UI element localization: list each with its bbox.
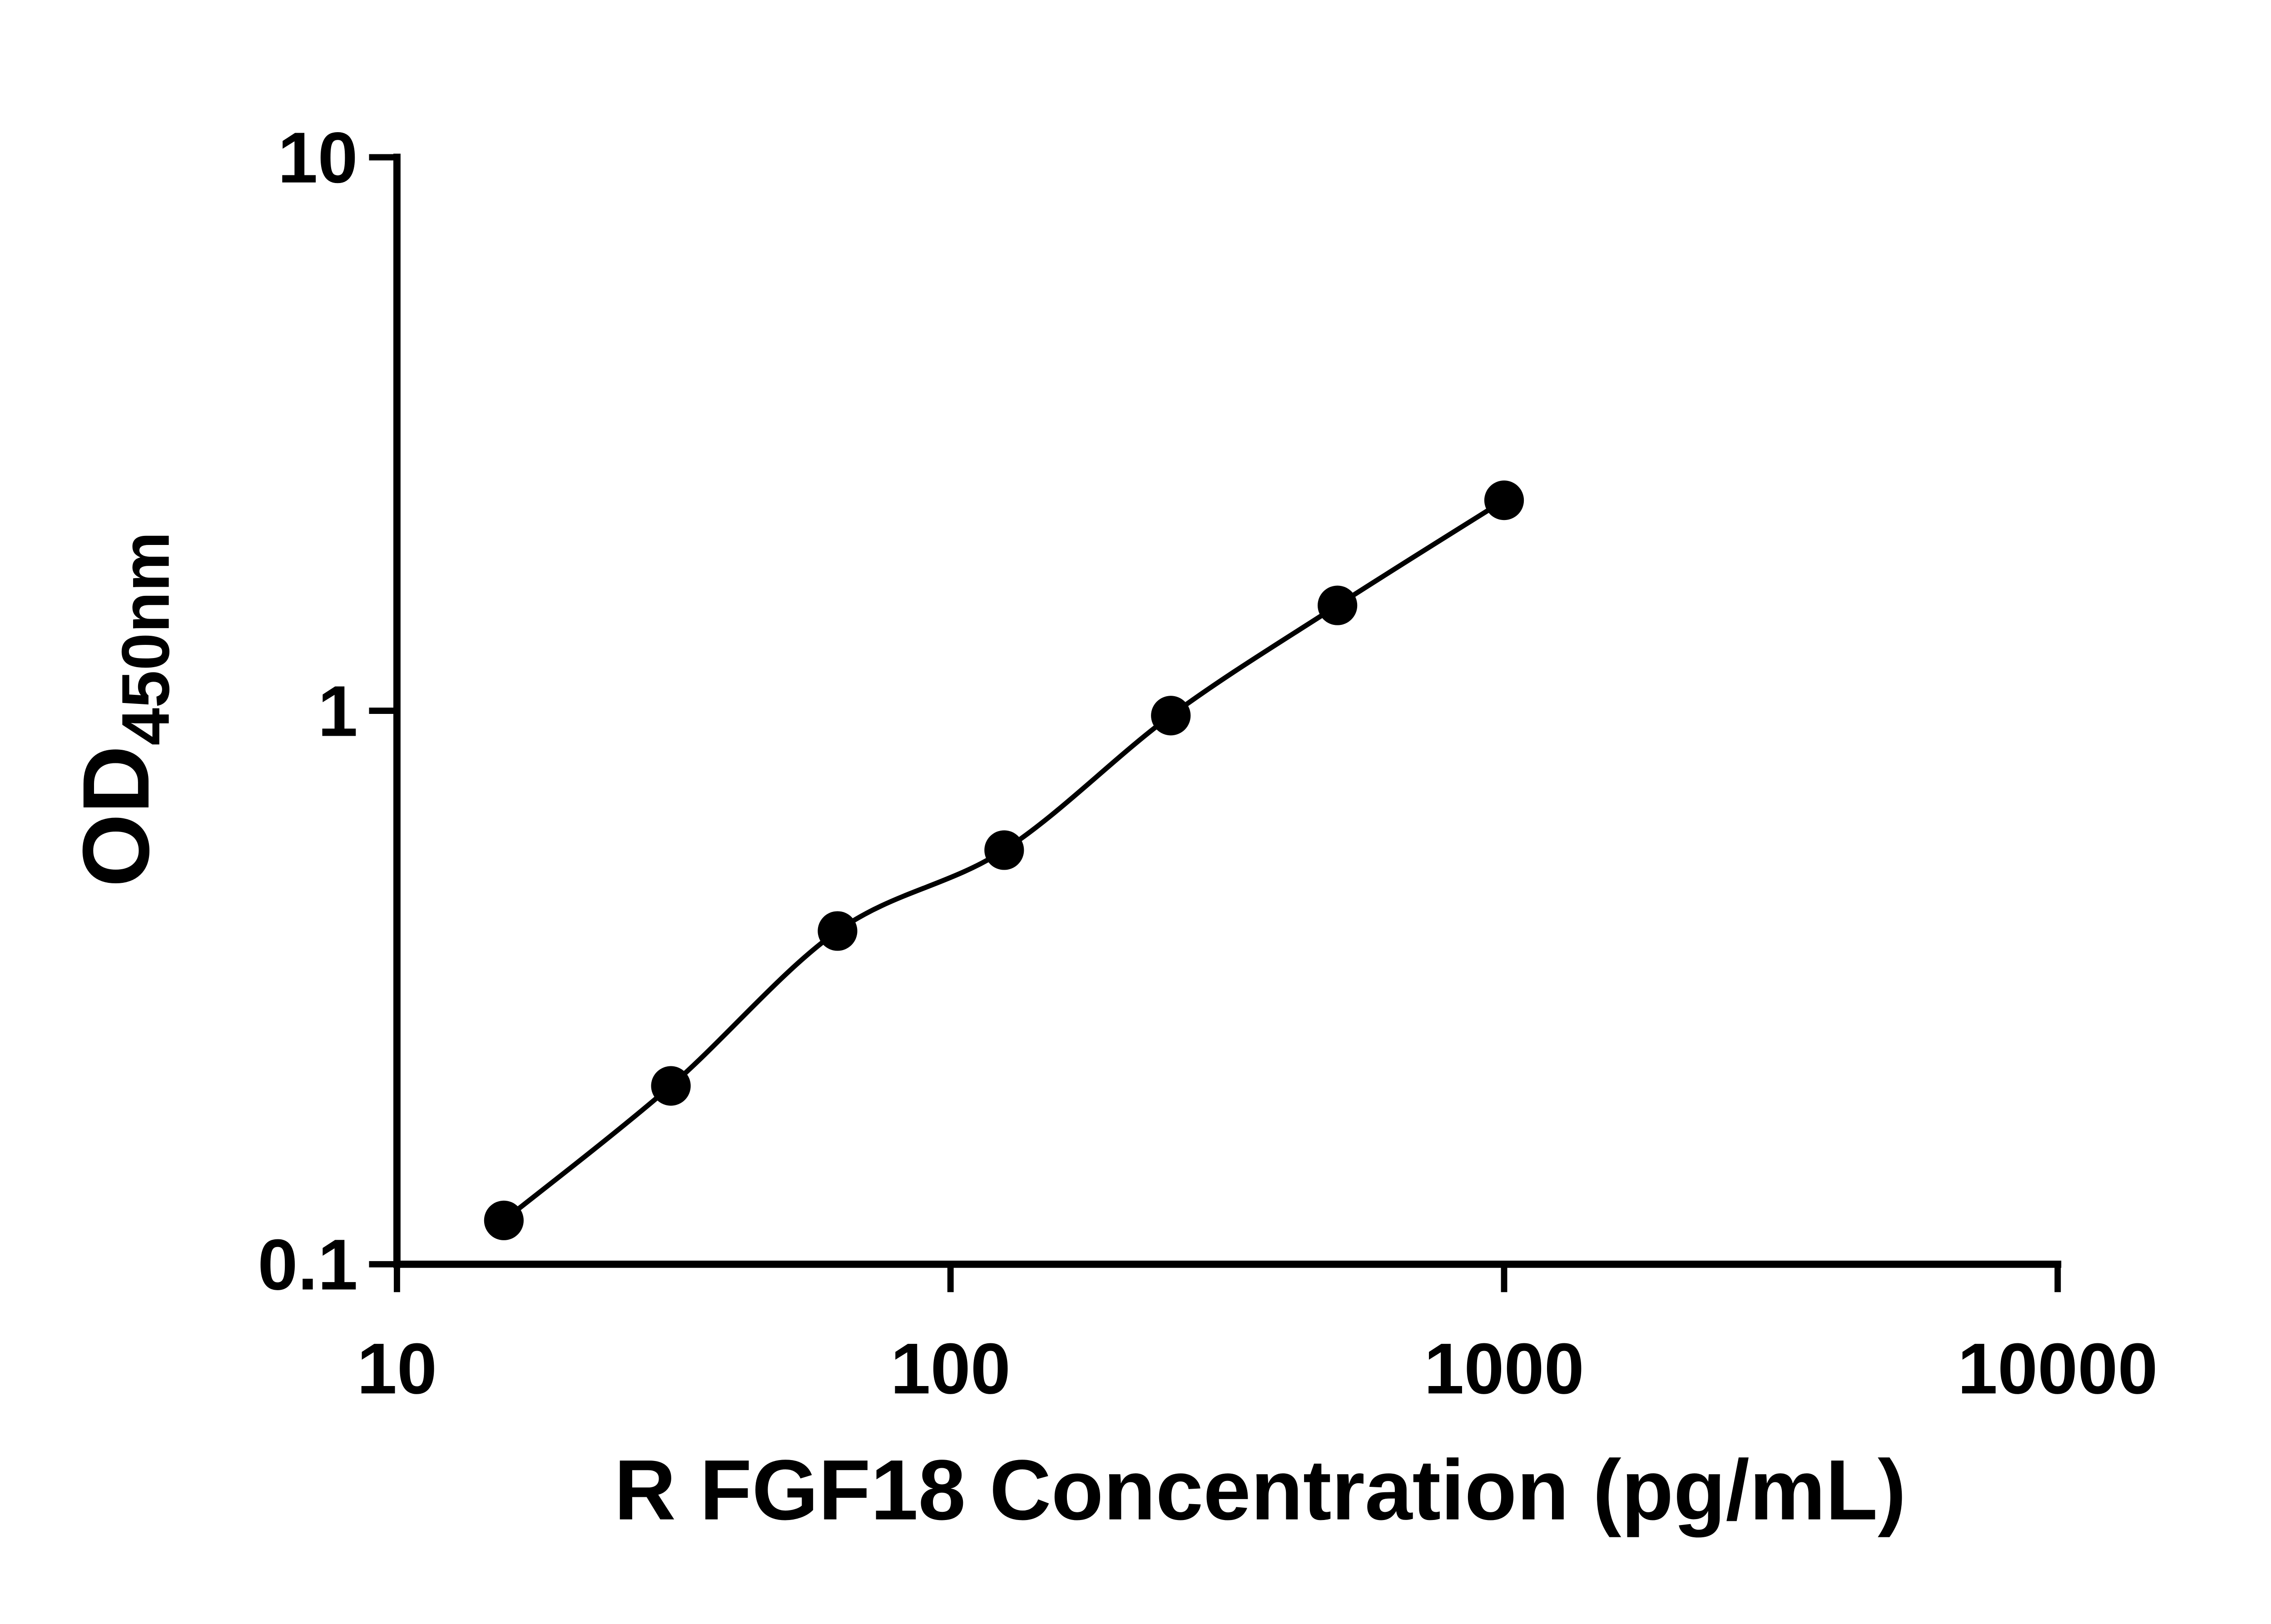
y-tick-label: 10 [278,117,357,198]
x-tick-label: 1000 [1424,1328,1584,1409]
data-point [1151,696,1191,736]
data-point [1484,480,1524,520]
x-tick-label: 10000 [1958,1328,2158,1409]
data-point [984,830,1024,870]
x-axis-title: R FGF18 Concentration (pg/mL) [614,1442,1906,1538]
y-axis-title: OD450nm [64,532,183,887]
data-point [651,1066,691,1106]
data-point [484,1200,524,1240]
y-tick-label: 1 [318,671,358,752]
data-point [818,911,858,951]
plot-area: 10 100 1000 10000 0.1 1 10 [258,117,2157,1409]
y-axis-title-sub: 450nm [108,532,183,746]
y-axis-title-main: OD [64,745,169,887]
x-tick-label: 10 [357,1328,437,1409]
data-point [1318,585,1358,625]
y-tick-label: 0.1 [258,1224,357,1305]
x-tick-label: 100 [890,1328,1011,1409]
